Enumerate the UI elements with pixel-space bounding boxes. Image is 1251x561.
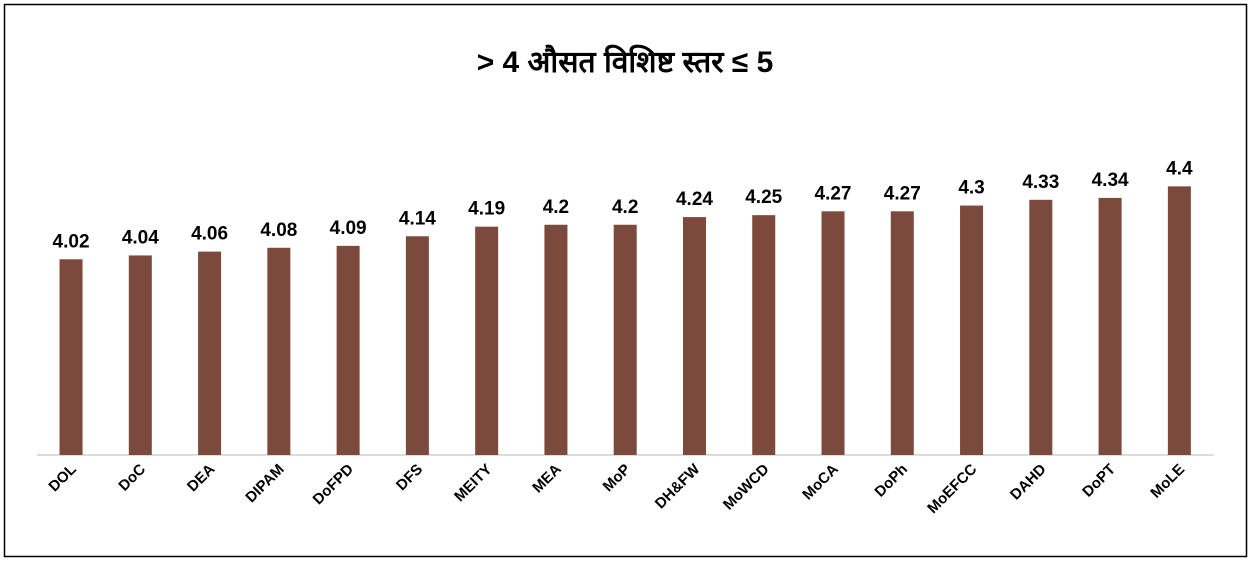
data-label: 4.02 [53,231,90,252]
bar [267,247,291,455]
data-label: 4.24 [676,189,713,210]
data-label: 4.33 [1022,172,1059,193]
bar [336,245,360,455]
data-label: 4.06 [191,224,228,245]
data-label: 4.34 [1092,170,1129,191]
data-label: 4.2 [612,197,638,218]
data-label: 4.08 [260,220,297,241]
bar [1098,197,1122,455]
bar [960,205,984,455]
bar [59,259,83,455]
data-label: 4.27 [884,183,921,204]
data-label: 4.3 [958,178,984,199]
bar [1167,186,1191,455]
bar [752,215,776,455]
data-label: 4.25 [745,187,782,208]
data-label: 4.4 [1166,158,1193,179]
bar [821,211,845,455]
bar [890,211,914,455]
chart-title: > 4 औसत विशिष्ट स्तर ≤ 5 [477,44,774,79]
bar [544,224,568,455]
data-label: 4.14 [399,208,436,229]
bar [682,217,706,455]
data-label: 4.2 [543,197,569,218]
data-label: 4.09 [330,218,367,239]
bar [405,236,429,455]
bar [1029,199,1053,455]
bar [128,255,152,455]
data-label: 4.19 [468,199,505,220]
data-label: 4.27 [815,183,852,204]
bar [613,224,637,455]
data-label: 4.04 [122,227,159,248]
bar [475,226,499,455]
bar [198,251,222,455]
